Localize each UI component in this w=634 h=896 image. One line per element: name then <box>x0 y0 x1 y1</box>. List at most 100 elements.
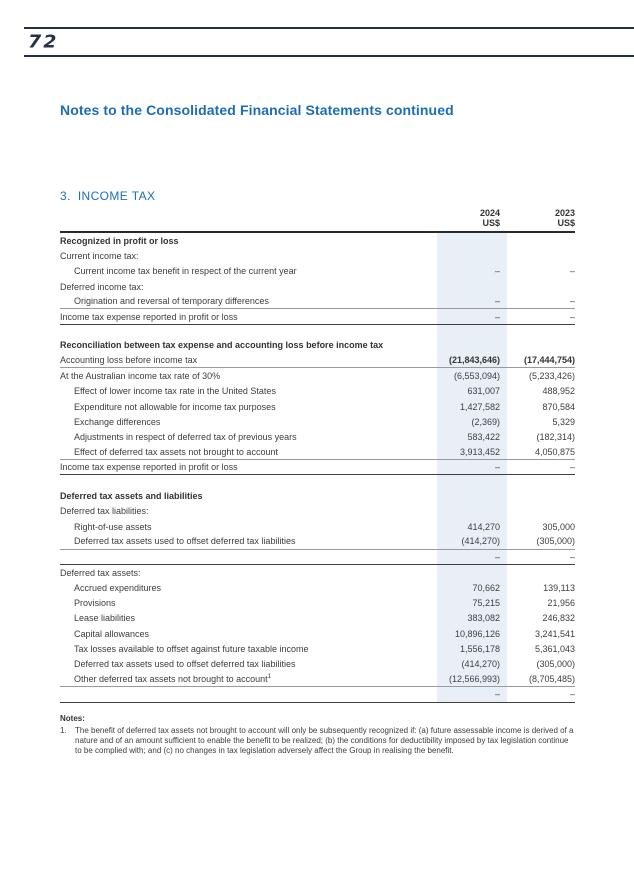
row-label: Reconciliation between tax expense and a… <box>60 340 384 351</box>
value-2024: (21,843,646) <box>448 355 500 366</box>
row-label: Right-of-use assets <box>74 521 152 532</box>
row-label: Income tax expense reported in profit or… <box>60 462 238 473</box>
value-2024: 1,556,178 <box>459 644 500 655</box>
value-2024: 10,896,126 <box>454 628 500 639</box>
section-gap <box>60 325 575 338</box>
value-2023: 305,000 <box>542 521 575 532</box>
value-2024: (414,270) <box>461 659 500 670</box>
value-2023: – <box>569 296 575 307</box>
value-2024: 3,913,452 <box>459 447 500 457</box>
table-row: Income tax expense reported in profit or… <box>60 460 575 476</box>
column-year: 2024 <box>479 208 500 218</box>
value-2023: 3,241,541 <box>534 628 575 639</box>
table-row: Origination and reversal of temporary di… <box>60 294 575 310</box>
value-2023: – <box>569 462 575 473</box>
table-row: Capital allowances 10,896,126 3,241,541 <box>60 626 575 641</box>
value-2023: 5,329 <box>552 416 575 427</box>
column-header-2024: 2024 US$ <box>437 208 507 228</box>
value-2023: 139,113 <box>543 582 575 593</box>
row-label: Current income tax: <box>60 250 139 261</box>
table-row: Current income tax: <box>60 248 575 263</box>
row-label: Deferred tax assets: <box>60 567 141 578</box>
row-label: Other deferred tax assets not brought to… <box>74 673 272 685</box>
row-label: Accounting loss before income tax <box>60 355 198 366</box>
value-2023: – <box>569 266 575 277</box>
value-2023: – <box>569 551 575 562</box>
row-label: Effect of lower income tax rate in the U… <box>74 386 276 397</box>
table-row: Current income tax benefit in respect of… <box>60 264 575 279</box>
table-row: Recognized in profit or loss <box>60 233 575 248</box>
value-2024: – <box>494 551 500 562</box>
footnote-reference: 1 <box>267 673 272 681</box>
table-row: Tax losses available to offset against f… <box>60 641 575 656</box>
value-2024: 414,270 <box>467 521 500 532</box>
table-row: – – <box>60 550 575 565</box>
value-2023: – <box>569 311 575 322</box>
table-row: Accrued expenditures 70,662 139,113 <box>60 580 575 595</box>
row-label: Deferred tax assets used to offset defer… <box>74 536 296 547</box>
value-2023: (305,000) <box>536 659 575 670</box>
section-number: 3. <box>60 189 71 203</box>
row-label: Capital allowances <box>74 628 150 639</box>
value-2024: 631,007 <box>467 386 500 397</box>
table-row: Reconciliation between tax expense and a… <box>60 338 575 353</box>
value-2023: 5,361,043 <box>534 644 575 655</box>
column-unit: US$ <box>557 218 575 228</box>
value-2023: – <box>569 689 575 700</box>
document-title: Notes to the Consolidated Financial Stat… <box>60 102 454 118</box>
table-row: Deferred tax assets and liabilities <box>60 488 575 503</box>
table-row: Deferred tax liabilities: <box>60 504 575 519</box>
row-label: Origination and reversal of temporary di… <box>74 296 269 307</box>
table-row: Deferred income tax: <box>60 279 575 294</box>
table-row: Income tax expense reported in profit or… <box>60 309 575 325</box>
page-number: 72 <box>28 31 59 53</box>
table-row: – – <box>60 687 575 703</box>
table-row: At the Australian income tax rate of 30%… <box>60 368 575 383</box>
row-label: Deferred income tax: <box>60 281 144 292</box>
value-2023: (305,000) <box>536 536 575 547</box>
value-2023: (5,233,426) <box>528 371 575 382</box>
note-number: 1. <box>60 726 67 736</box>
highlight-2024-column <box>437 233 507 703</box>
income-tax-table-body: Recognized in profit or loss Current inco… <box>60 233 575 703</box>
value-2024: (12,566,993) <box>448 674 500 685</box>
column-header-2023: 2023 US$ <box>507 208 575 228</box>
table-row: Deferred tax assets used to offset defer… <box>60 657 575 672</box>
value-2024: – <box>494 462 500 473</box>
notes-section: Notes: 1. The benefit of deferred tax as… <box>60 714 576 756</box>
value-2023: (17,444,754) <box>523 355 575 366</box>
value-2024: – <box>494 689 500 700</box>
table-row: Exchange differences (2,369) 5,329 <box>60 414 575 429</box>
table-row: Effect of deferred tax assets not brough… <box>60 445 575 461</box>
value-2024: 583,422 <box>467 432 500 443</box>
table-row: Accounting loss before income tax (21,843… <box>60 353 575 369</box>
row-label: Effect of deferred tax assets not brough… <box>74 447 278 457</box>
row-label: Lease liabilities <box>74 613 136 624</box>
row-label: Accrued expenditures <box>74 582 162 593</box>
row-label: At the Australian income tax rate of 30% <box>60 371 221 382</box>
value-2023: 488,952 <box>542 386 575 397</box>
value-2023: 870,584 <box>542 401 575 412</box>
table-row: Expenditure not allowable for income tax… <box>60 399 575 414</box>
table-row: Deferred tax assets: <box>60 565 575 580</box>
value-2024: – <box>494 296 500 307</box>
value-2023: 4,050,875 <box>534 447 575 457</box>
value-2023: 21,956 <box>547 598 575 609</box>
row-label: Current income tax benefit in respect of… <box>74 266 297 277</box>
row-label: Exchange differences <box>74 416 161 427</box>
note-text: The benefit of deferred tax assets not b… <box>75 726 574 755</box>
table-row: Other deferred tax assets not brought to… <box>60 672 575 688</box>
value-2024: 1,427,582 <box>459 401 500 412</box>
row-label: Deferred tax assets and liabilities <box>60 491 203 502</box>
value-2024: (414,270) <box>461 536 500 547</box>
table-row: Effect of lower income tax rate in the U… <box>60 384 575 399</box>
column-unit: US$ <box>482 218 500 228</box>
value-2023: (8,705,485) <box>528 674 575 685</box>
value-2024: (2,369) <box>471 416 500 427</box>
value-2024: 75,215 <box>472 598 500 609</box>
value-2024: 383,082 <box>467 613 500 624</box>
section-title: INCOME TAX <box>77 189 156 203</box>
value-2023: 246,832 <box>542 613 575 624</box>
row-label: Deferred tax assets used to offset defer… <box>74 659 296 670</box>
